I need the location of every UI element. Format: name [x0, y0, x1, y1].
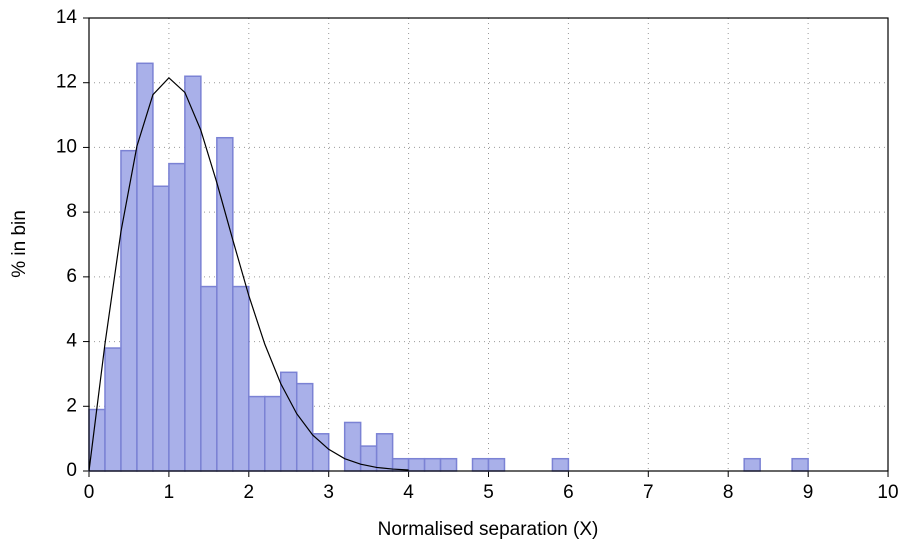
bar: [88, 408, 106, 472]
bar: [136, 62, 154, 472]
plot-frame: [88, 17, 889, 472]
y-tick-label: 0: [66, 460, 77, 481]
x-tick-label: 10: [877, 482, 898, 503]
bar: [120, 149, 138, 472]
bar: [152, 185, 170, 472]
bar: [375, 433, 394, 472]
bar: [295, 382, 314, 472]
x-tick-label: 3: [323, 482, 334, 503]
x-tick-label: 8: [723, 482, 734, 503]
bar: [743, 457, 761, 472]
x-tick-label: 0: [84, 482, 95, 503]
x-tick-label: 5: [483, 482, 494, 503]
bar: [264, 395, 282, 472]
y-tick-label: 8: [66, 201, 77, 222]
bar: [791, 457, 809, 472]
bar: [200, 285, 218, 472]
x-tick-label: 6: [563, 482, 574, 503]
x-tick-label: 7: [643, 482, 654, 503]
y-tick-label: 12: [56, 72, 77, 93]
bar: [104, 347, 122, 472]
bar: [216, 136, 234, 472]
x-tick-label: 4: [403, 482, 414, 503]
bar: [168, 162, 186, 472]
x-tick-label: 1: [164, 482, 175, 503]
bar: [232, 285, 250, 472]
bar: [407, 457, 426, 472]
bar: [439, 457, 458, 472]
bar: [551, 457, 570, 472]
y-tick-label: 10: [56, 136, 77, 157]
y-axis-label: % in bin: [9, 210, 30, 278]
x-tick-label: 2: [244, 482, 255, 503]
y-tick-label: 6: [66, 266, 77, 287]
y-tick-label: 4: [66, 331, 77, 352]
bar: [184, 75, 202, 472]
bar: [471, 457, 490, 472]
bar: [311, 433, 330, 472]
x-tick-label: 9: [803, 482, 814, 503]
x-axis-label: Normalised separation (X): [378, 519, 599, 540]
bar: [487, 457, 506, 472]
y-tick-label: 14: [56, 7, 78, 28]
y-tick-label: 2: [66, 395, 77, 416]
fit-curve: [88, 77, 409, 472]
bar: [423, 457, 442, 472]
bar: [248, 395, 266, 472]
